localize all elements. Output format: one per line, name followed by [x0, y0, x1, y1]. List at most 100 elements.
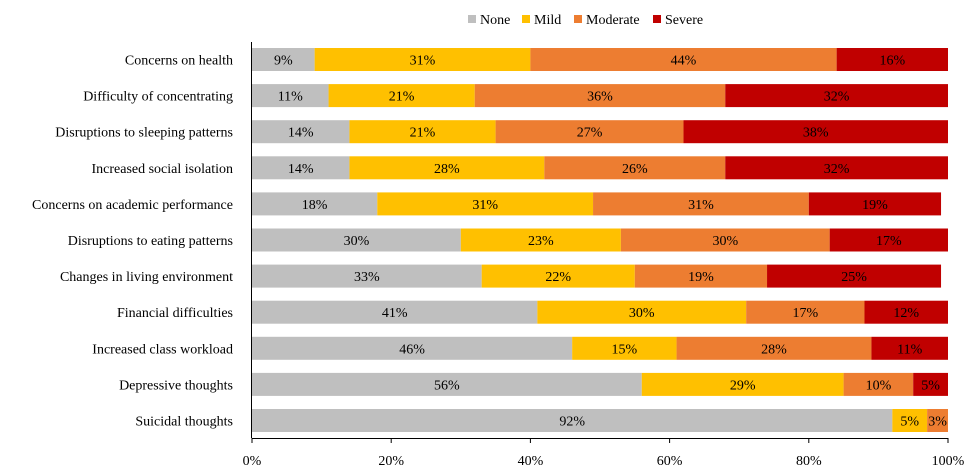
bar-mild-concerns-on-health — [314, 48, 531, 71]
bar-severe-depressive-thoughts — [913, 372, 948, 396]
data-label-moderate-increased-class-workload: 28% — [761, 342, 787, 357]
category-labels: Concerns on health Difficulty of concentr… — [32, 54, 233, 430]
data-label-none-financial-difficulties: 41% — [382, 306, 408, 321]
data-label-severe-disruptions-to-eating-patterns: 17% — [876, 234, 902, 249]
data-label-none-increased-class-workload: 46% — [399, 342, 425, 357]
data-label-severe-increased-class-workload: 11% — [897, 342, 922, 357]
data-label-moderate-changes-in-living-environment: 19% — [688, 270, 714, 285]
bar-severe-difficulty-of-concentrating — [725, 84, 948, 108]
legend-label-moderate: Moderate — [586, 13, 640, 28]
bar-moderate-concerns-on-health — [530, 48, 837, 71]
data-label-moderate-financial-difficulties: 17% — [792, 306, 818, 321]
bar-mild-financial-difficulties — [537, 300, 747, 324]
bar-severe-increased-class-workload — [871, 336, 948, 360]
category-label-changes-in-living-environment: Changes in living environment — [60, 270, 233, 285]
data-label-mild-disruptions-to-eating-patterns: 23% — [528, 234, 554, 249]
data-label-moderate-depressive-thoughts: 10% — [866, 378, 892, 393]
data-label-moderate-difficulty-of-concentrating: 36% — [587, 90, 613, 105]
x-tick-label: 0% — [243, 454, 262, 469]
bar-moderate-concerns-on-academic-performance — [593, 192, 809, 216]
data-label-moderate-concerns-on-health: 44% — [671, 54, 697, 69]
data-label-severe-concerns-on-health: 16% — [879, 54, 905, 69]
bar-severe-disruptions-to-eating-patterns — [829, 228, 948, 252]
data-label-none-difficulty-of-concentrating: 11% — [278, 90, 303, 105]
bar-none-concerns-on-academic-performance — [252, 192, 378, 216]
x-tick-label: 60% — [657, 454, 683, 469]
bar-none-increased-social-isolation — [252, 156, 350, 180]
category-label-financial-difficulties: Financial difficulties — [117, 306, 233, 321]
data-label-mild-difficulty-of-concentrating: 21% — [389, 90, 415, 105]
bar-mild-increased-social-isolation — [349, 156, 545, 180]
data-label-mild-increased-class-workload: 15% — [612, 342, 638, 357]
data-label-none-increased-social-isolation: 14% — [288, 162, 314, 177]
bar-severe-concerns-on-academic-performance — [808, 192, 942, 216]
bar-mild-concerns-on-academic-performance — [377, 192, 594, 216]
chart-legend: None Mild Moderate Severe — [468, 13, 703, 28]
category-label-increased-class-workload: Increased class workload — [92, 342, 233, 357]
bar-none-disruptions-to-eating-patterns — [252, 228, 461, 252]
bar-moderate-suicidal-thoughts — [927, 409, 948, 432]
data-label-severe-increased-social-isolation: 32% — [824, 162, 850, 177]
legend-swatch-mild — [522, 15, 530, 23]
data-label-mild-disruptions-to-sleeping-patterns: 21% — [410, 126, 436, 141]
data-label-mild-suicidal-thoughts: 5% — [900, 415, 919, 430]
data-label-mild-depressive-thoughts: 29% — [730, 378, 756, 393]
data-label-none-depressive-thoughts: 56% — [434, 378, 460, 393]
category-label-concerns-on-academic-performance: Concerns on academic performance — [32, 198, 233, 213]
x-tick-label: 100% — [932, 454, 965, 469]
bar-moderate-difficulty-of-concentrating — [474, 84, 726, 108]
bar-none-disruptions-to-sleeping-patterns — [252, 120, 350, 144]
bar-moderate-increased-social-isolation — [544, 156, 726, 180]
data-label-moderate-increased-social-isolation: 26% — [622, 162, 648, 177]
bar-moderate-disruptions-to-eating-patterns — [620, 228, 830, 252]
legend-swatch-none — [468, 15, 476, 23]
data-label-mild-concerns-on-academic-performance: 31% — [472, 198, 498, 213]
bar-none-increased-class-workload — [252, 336, 573, 360]
x-tick-label: 40% — [518, 454, 544, 469]
bar-mild-disruptions-to-sleeping-patterns — [349, 120, 496, 144]
data-label-severe-concerns-on-academic-performance: 19% — [862, 198, 888, 213]
data-label-none-suicidal-thoughts: 92% — [559, 415, 585, 430]
category-label-disruptions-to-eating-patterns: Disruptions to eating patterns — [68, 234, 233, 249]
x-tick-label: 80% — [796, 454, 822, 469]
category-label-disruptions-to-sleeping-patterns: Disruptions to sleeping patterns — [55, 126, 233, 141]
bar-mild-changes-in-living-environment — [481, 264, 635, 288]
category-label-difficulty-of-concentrating: Difficulty of concentrating — [83, 90, 233, 105]
data-label-mild-changes-in-living-environment: 22% — [545, 270, 571, 285]
bar-none-concerns-on-health — [252, 48, 315, 71]
bar-none-changes-in-living-environment — [252, 264, 482, 288]
category-label-concerns-on-health: Concerns on health — [125, 54, 233, 69]
data-label-severe-changes-in-living-environment: 25% — [841, 270, 867, 285]
bar-moderate-depressive-thoughts — [843, 372, 914, 396]
bar-moderate-financial-difficulties — [746, 300, 865, 324]
data-label-none-disruptions-to-sleeping-patterns: 14% — [288, 126, 314, 141]
legend-label-severe: Severe — [665, 13, 703, 28]
legend-label-none: None — [480, 13, 510, 28]
data-label-severe-difficulty-of-concentrating: 32% — [824, 90, 850, 105]
bar-severe-changes-in-living-environment — [767, 264, 942, 288]
bar-severe-concerns-on-health — [836, 48, 948, 71]
data-label-mild-concerns-on-health: 31% — [410, 54, 436, 69]
data-label-severe-depressive-thoughts: 5% — [921, 378, 940, 393]
data-label-moderate-suicidal-thoughts: 3% — [928, 415, 947, 430]
data-label-none-concerns-on-health: 9% — [274, 54, 293, 69]
data-label-none-concerns-on-academic-performance: 18% — [302, 198, 328, 213]
bars-group: 9% 31% 44% 16% 11% 21% 36% 32% 14% 21% 27% 38% 14% 28… — [252, 48, 948, 432]
data-label-mild-increased-social-isolation: 28% — [434, 162, 460, 177]
bar-severe-increased-social-isolation — [725, 156, 948, 180]
category-label-depressive-thoughts: Depressive thoughts — [119, 378, 233, 393]
legend-label-mild: Mild — [534, 13, 561, 28]
bar-moderate-changes-in-living-environment — [634, 264, 768, 288]
data-label-none-disruptions-to-eating-patterns: 30% — [344, 234, 370, 249]
bar-mild-disruptions-to-eating-patterns — [460, 228, 621, 252]
data-label-moderate-concerns-on-academic-performance: 31% — [688, 198, 714, 213]
data-label-severe-disruptions-to-sleeping-patterns: 38% — [803, 126, 829, 141]
bar-none-suicidal-thoughts — [252, 409, 893, 432]
data-label-severe-financial-difficulties: 12% — [893, 306, 919, 321]
bar-mild-difficulty-of-concentrating — [328, 84, 475, 108]
bar-mild-increased-class-workload — [572, 336, 677, 360]
data-label-mild-financial-difficulties: 30% — [629, 306, 655, 321]
bar-mild-depressive-thoughts — [641, 372, 844, 396]
bar-none-financial-difficulties — [252, 300, 538, 324]
